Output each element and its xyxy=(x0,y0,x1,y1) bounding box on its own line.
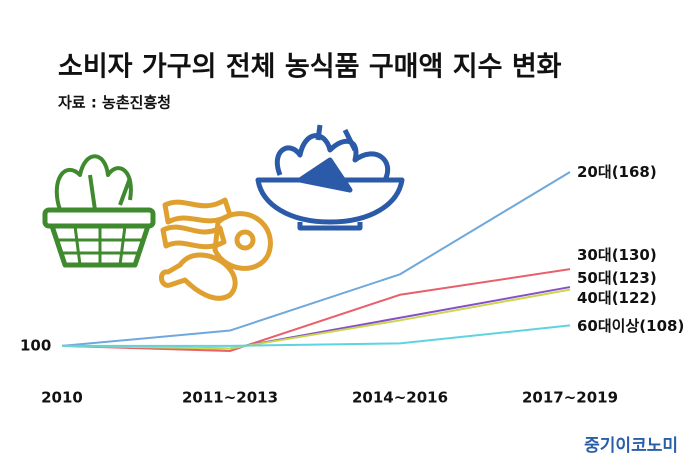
series-line xyxy=(62,324,571,347)
value-label: (108) xyxy=(639,317,684,335)
bowl-illustration xyxy=(255,124,405,231)
start-label: 100 xyxy=(20,336,51,354)
end-label: 20대(168) xyxy=(577,163,657,181)
chart-title: 소비자 가구의 전체 농식품 구매액 지수 변화 xyxy=(58,52,562,83)
basket-illustration xyxy=(42,154,156,268)
series-line xyxy=(61,171,571,347)
value-label: (168) xyxy=(612,163,657,181)
legend-name: 20대 xyxy=(577,163,612,181)
end-label: 30대(130) xyxy=(577,246,657,264)
end-label: 60대이상(108) xyxy=(577,317,684,335)
value-label: (130) xyxy=(612,246,657,264)
x-tick-label: 2014~2016 xyxy=(352,389,448,407)
legend-name: 40대 xyxy=(577,289,612,307)
chart-subtitle: 자료 : 농촌진흥청 xyxy=(58,94,171,112)
x-tick-label: 2010 xyxy=(41,389,83,407)
brand: 중기이코노미 xyxy=(584,436,678,456)
value-label: (122) xyxy=(612,289,657,307)
legend-name: 30대 xyxy=(577,246,612,264)
end-label: 40대(122) xyxy=(577,289,657,307)
x-tick-label: 2017~2019 xyxy=(522,389,618,407)
legend-name: 50대 xyxy=(577,269,612,287)
meat-illustration xyxy=(159,197,273,301)
x-tick-label: 2011~2013 xyxy=(182,389,278,407)
legend-name: 60대이상 xyxy=(577,317,639,335)
series-line xyxy=(61,288,571,350)
value-label: (123) xyxy=(612,269,657,287)
series-line xyxy=(61,268,571,353)
end-label: 50대(123) xyxy=(577,269,657,287)
